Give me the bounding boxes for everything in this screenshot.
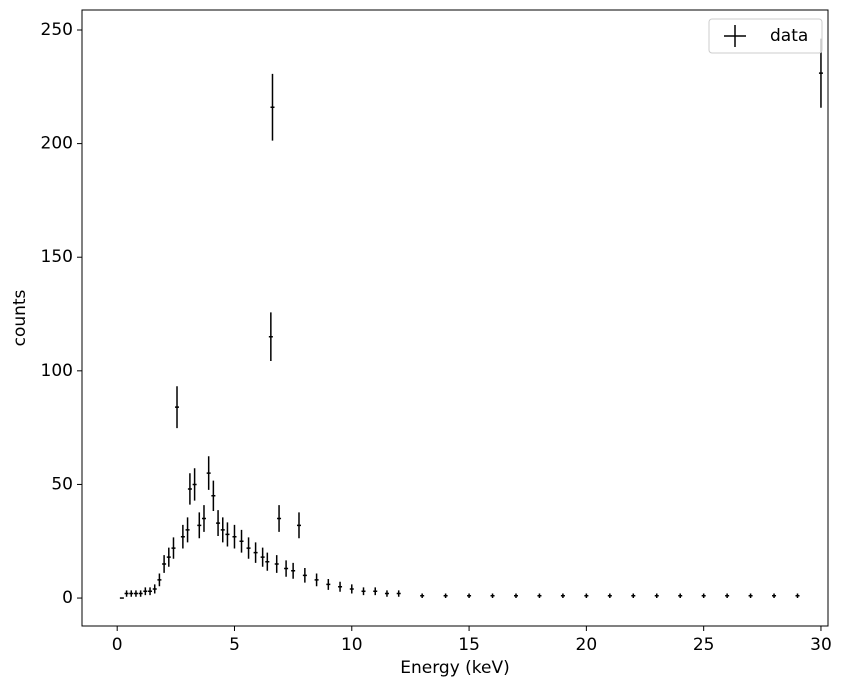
- y-tick-label: 200: [41, 134, 73, 154]
- y-axis-label: counts: [10, 289, 30, 346]
- error-bar: [260, 547, 265, 567]
- error-bar: [129, 590, 134, 597]
- error-bar: [701, 593, 706, 599]
- error-bar: [180, 524, 185, 549]
- error-bar: [143, 587, 148, 596]
- error-bar: [197, 512, 202, 539]
- error-bar: [253, 542, 258, 563]
- error-bar: [314, 573, 319, 587]
- error-bar: [232, 524, 237, 549]
- error-bar: [157, 573, 162, 587]
- error-bar: [513, 593, 518, 599]
- error-bar: [795, 593, 800, 599]
- error-bar: [284, 560, 289, 577]
- error-bar: [201, 505, 206, 532]
- error-bar: [192, 468, 197, 501]
- x-tick-label: 0: [112, 635, 123, 655]
- error-bar: [678, 593, 683, 599]
- error-bar: [584, 593, 589, 599]
- y-tick-label: 50: [51, 474, 73, 494]
- error-bar: [239, 529, 244, 553]
- y-tick-label: 100: [41, 361, 73, 381]
- error-bar: [152, 584, 157, 594]
- error-bar: [270, 73, 275, 141]
- error-bar: [268, 312, 273, 362]
- y-tick-label: 0: [62, 588, 73, 608]
- error-bar: [265, 552, 270, 571]
- error-bar: [166, 547, 171, 567]
- x-tick-label: 5: [229, 635, 240, 655]
- error-bar: [467, 593, 472, 599]
- error-bar: [725, 593, 730, 599]
- error-bar: [631, 593, 636, 599]
- error-bar: [302, 568, 307, 583]
- x-tick-label: 25: [693, 635, 715, 655]
- legend-box: [708, 18, 823, 54]
- error-bar: [384, 590, 389, 597]
- error-bar: [211, 480, 216, 512]
- error-bar: [772, 593, 777, 599]
- plot-frame: [81, 9, 829, 627]
- error-bar: [133, 590, 138, 597]
- error-bar: [171, 537, 176, 559]
- error-bar: [654, 593, 659, 599]
- error-bar: [326, 578, 331, 590]
- error-bar: [420, 593, 425, 599]
- error-bar: [338, 581, 343, 592]
- x-tick-label: 30: [810, 635, 832, 655]
- y-tick-label: 250: [41, 20, 73, 40]
- error-bar: [138, 590, 143, 597]
- error-bar: [148, 587, 153, 596]
- error-bar: [748, 593, 753, 599]
- x-tick-label: 20: [576, 635, 598, 655]
- error-bar: [607, 593, 612, 599]
- x-tick-label: 15: [458, 635, 480, 655]
- error-bar: [185, 517, 190, 543]
- error-bar: [361, 587, 366, 596]
- error-bar: [225, 522, 230, 547]
- error-bar: [175, 386, 180, 429]
- error-bar: [349, 584, 354, 594]
- error-bar: [537, 593, 542, 599]
- error-bar: [220, 517, 225, 543]
- y-tick-label: 150: [41, 247, 73, 267]
- error-bar: [246, 537, 251, 559]
- error-bar: [396, 590, 401, 597]
- error-bar: [124, 590, 129, 597]
- error-bar: [296, 512, 301, 539]
- legend-marker: [724, 25, 746, 47]
- error-bar: [162, 555, 167, 573]
- error-bar: [560, 593, 565, 599]
- legend-label: data: [770, 26, 808, 46]
- error-bar: [490, 593, 495, 599]
- x-tick-label: 10: [341, 635, 363, 655]
- error-bar: [291, 562, 296, 579]
- error-bar: [443, 593, 448, 599]
- error-bar: [277, 505, 282, 532]
- error-bar: [274, 555, 279, 573]
- x-axis-label: Energy (keV): [400, 658, 510, 678]
- error-bar: [373, 587, 378, 596]
- error-bar: [216, 510, 221, 537]
- legend: data: [708, 18, 823, 54]
- error-bar: [206, 456, 211, 490]
- error-bar: [187, 473, 192, 505]
